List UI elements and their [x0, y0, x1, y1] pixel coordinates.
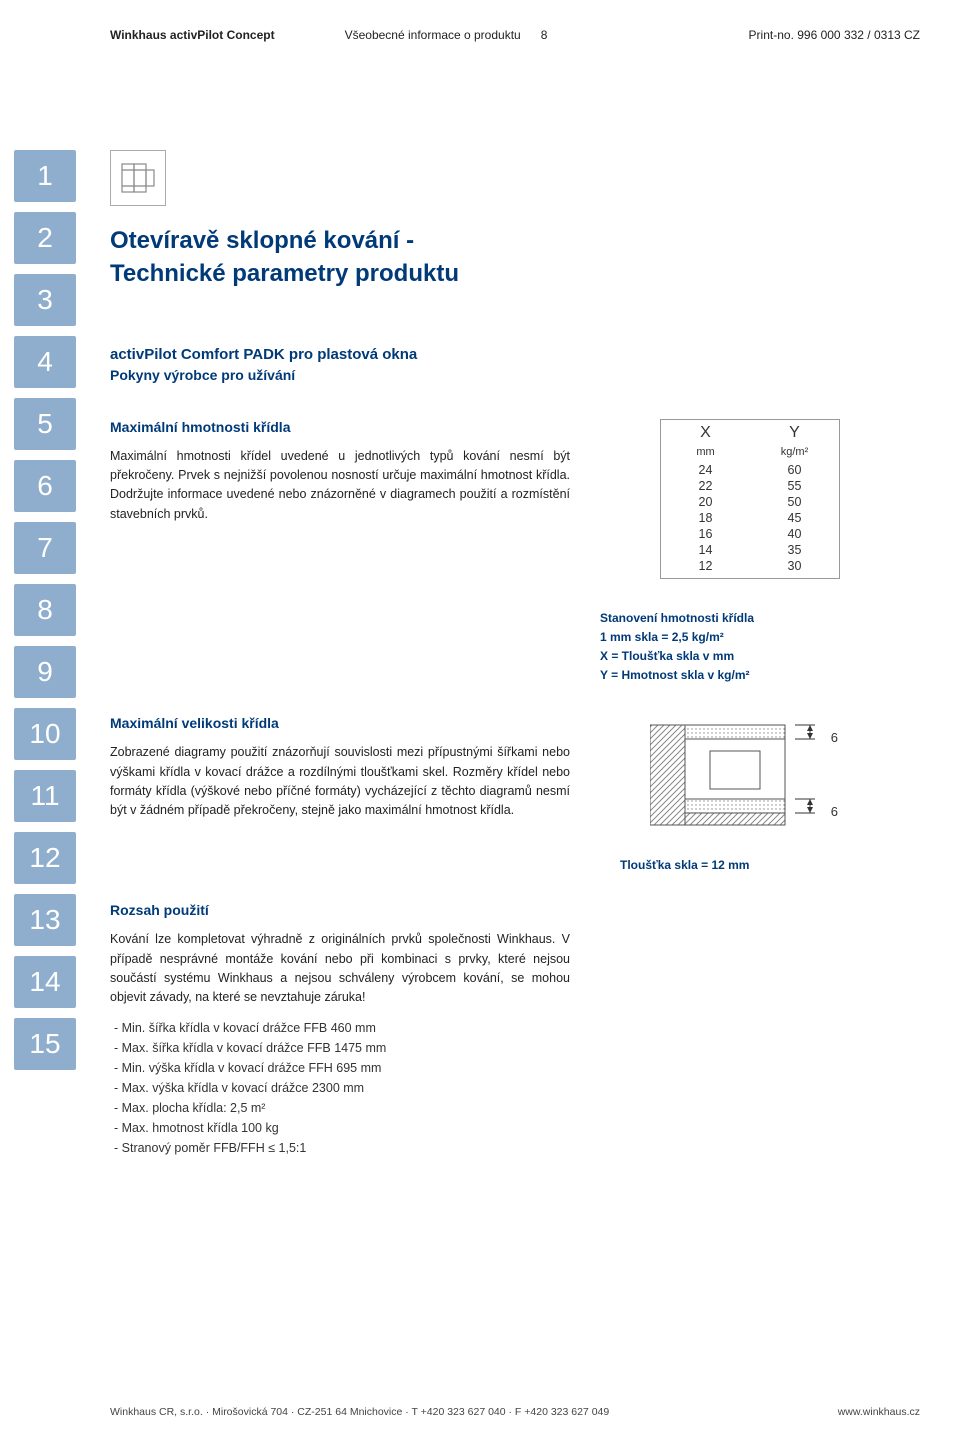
sidebar-item: 7: [14, 522, 76, 574]
xy-x-label: X: [661, 420, 750, 446]
sidebar-item: 9: [14, 646, 76, 698]
page-footer: Winkhaus CR, s.r.o. · Mirošovická 704 · …: [110, 1406, 920, 1418]
note-line: X = Tloušťka skla v mm: [600, 647, 900, 666]
xy-cell: 60: [750, 462, 839, 478]
page-title-1: Otevíravě sklopné kování -: [110, 224, 900, 258]
note-line: Stanovení hmotnosti křídla: [600, 609, 900, 628]
range-list: - Min. šířka křídla v kovací drážce FFB …: [110, 1018, 900, 1158]
xy-cell: 22: [661, 478, 750, 494]
note-line: Y = Hmotnost skla v kg/m²: [600, 666, 900, 685]
range-item: - Stranový poměr FFB/FFH ≤ 1,5:1: [110, 1138, 900, 1158]
range-item: - Max. výška křídla v kovací drážce 2300…: [110, 1078, 900, 1098]
xy-cell: 35: [750, 542, 839, 558]
main-content: Otevíravě sklopné kování - Technické par…: [110, 150, 900, 1158]
sidebar-item: 10: [14, 708, 76, 760]
xy-cell: 30: [750, 558, 839, 574]
footer-url: www.winkhaus.cz: [838, 1406, 920, 1418]
xy-cell: 40: [750, 526, 839, 542]
sidebar-item: 4: [14, 336, 76, 388]
xy-x-unit: mm: [661, 446, 750, 462]
sec2-body: Zobrazené diagramy použití znázorňují so…: [110, 743, 570, 821]
section-max-weight: Maximální hmotnosti křídla Maximální hmo…: [110, 419, 900, 579]
sec1-body: Maximální hmotnosti křídel uvedené u jed…: [110, 447, 570, 525]
header-printno: Print-no. 996 000 332 / 0313 CZ: [749, 28, 920, 42]
sidebar-item: 8: [14, 584, 76, 636]
sidebar-item: 5: [14, 398, 76, 450]
xy-cell: 12: [661, 558, 750, 574]
page-header: Winkhaus activPilot Concept Všeobecné in…: [110, 28, 920, 42]
subtitle-instructions: Pokyny výrobce pro užívání: [110, 367, 900, 383]
sidebar-item: 14: [14, 956, 76, 1008]
page-title-2: Technické parametry produktu: [110, 260, 900, 288]
product-icon: [110, 150, 166, 206]
sec2-heading: Maximální velikosti křídla: [110, 715, 570, 731]
range-item: - Max. šířka křídla v kovací drážce FFB …: [110, 1038, 900, 1058]
sec3-heading: Rozsah použití: [110, 902, 900, 918]
xy-cell: 16: [661, 526, 750, 542]
xy-cell: 55: [750, 478, 839, 494]
xy-cell: 20: [661, 494, 750, 510]
sidebar-item: 6: [14, 460, 76, 512]
chapter-sidebar: 1 2 3 4 5 6 7 8 9 10 11 12 13 14 15: [14, 150, 76, 1070]
sidebar-item: 12: [14, 832, 76, 884]
glass-cross-section-icon: 6 6: [650, 715, 830, 838]
sidebar-item: 2: [14, 212, 76, 264]
xy-cell: 18: [661, 510, 750, 526]
sidebar-item: 1: [14, 150, 76, 202]
xy-cell: 45: [750, 510, 839, 526]
dim-top: 6: [831, 730, 838, 745]
subtitle-product: activPilot Comfort PADK pro plastová okn…: [110, 346, 900, 363]
note-line: 1 mm skla = 2,5 kg/m²: [600, 628, 900, 647]
header-section: Všeobecné informace o produktu: [345, 28, 521, 42]
sidebar-item: 15: [14, 1018, 76, 1070]
header-brand: Winkhaus activPilot Concept: [110, 28, 275, 42]
xy-cell: 14: [661, 542, 750, 558]
cross-caption: Tloušťka skla = 12 mm: [620, 858, 900, 872]
range-item: - Min. výška křídla v kovací drážce FFH …: [110, 1058, 900, 1078]
range-item: - Min. šířka křídla v kovací drážce FFB …: [110, 1018, 900, 1038]
dim-bottom: 6: [831, 804, 838, 819]
xy-y-unit: kg/m²: [750, 446, 839, 462]
range-item: - Max. plocha křídla: 2,5 m²: [110, 1098, 900, 1118]
section-max-size: Maximální velikosti křídla Zobrazené dia…: [110, 715, 900, 872]
sidebar-item: 11: [14, 770, 76, 822]
header-page: 8: [541, 28, 548, 42]
section-range: Rozsah použití Kování lze kompletovat vý…: [110, 902, 900, 1158]
footer-address: Winkhaus CR, s.r.o. · Mirošovická 704 · …: [110, 1406, 609, 1418]
xy-cell: 24: [661, 462, 750, 478]
sec3-body: Kování lze kompletovat výhradně z origin…: [110, 930, 570, 1008]
sidebar-item: 13: [14, 894, 76, 946]
xy-y-label: Y: [750, 420, 839, 446]
sidebar-item: 3: [14, 274, 76, 326]
range-item: - Max. hmotnost křídla 100 kg: [110, 1118, 900, 1138]
xy-table: X Y mm kg/m² 2460 2255 2050 1845 1640 14…: [660, 419, 840, 579]
sec1-heading: Maximální hmotnosti křídla: [110, 419, 570, 435]
xy-cell: 50: [750, 494, 839, 510]
glass-weight-notes: Stanovení hmotnosti křídla 1 mm skla = 2…: [600, 609, 900, 686]
